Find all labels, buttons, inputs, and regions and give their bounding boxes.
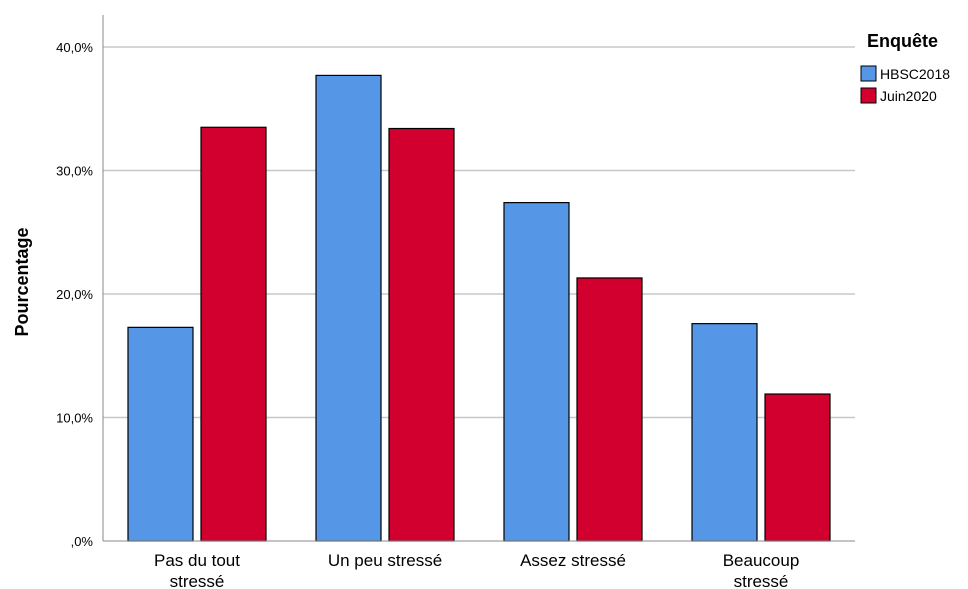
bar-hbsc2018-1 xyxy=(315,74,382,542)
y-axis-label: Pourcentage xyxy=(12,227,32,336)
y-tick-label: 40,0% xyxy=(56,40,93,55)
x-tick-label: Beaucoup xyxy=(723,551,800,570)
legend-swatch-juin2020 xyxy=(860,87,877,104)
x-tick-label: stressé xyxy=(170,572,225,589)
y-tick-labels: ,0% 10,0% 20,0% 30,0% 40,0% xyxy=(56,40,93,549)
legend: Enquête HBSC2018 Juin2020 xyxy=(860,31,950,104)
x-tick-label: Assez stressé xyxy=(520,551,626,570)
y-tick-label: 10,0% xyxy=(56,411,93,426)
bar-juin2020-1 xyxy=(388,127,455,542)
y-tick-label: 30,0% xyxy=(56,164,93,179)
legend-title: Enquête xyxy=(867,31,938,51)
bar-juin2020-0 xyxy=(200,126,267,542)
bars xyxy=(127,74,831,542)
bar-hbsc2018-0 xyxy=(127,326,194,542)
axes xyxy=(102,15,855,542)
y-tick-label: 20,0% xyxy=(56,287,93,302)
x-tick-labels: Pas du tout stressé Un peu stressé Assez st… xyxy=(154,551,799,589)
bar-hbsc2018-2 xyxy=(503,202,570,542)
legend-label: Juin2020 xyxy=(880,88,937,104)
y-tick-label: ,0% xyxy=(71,534,94,549)
bar-juin2020-3 xyxy=(764,393,831,542)
legend-label: HBSC2018 xyxy=(880,66,950,82)
bar-juin2020-2 xyxy=(576,277,643,542)
bar-hbsc2018-3 xyxy=(691,323,758,542)
x-tick-label: Un peu stressé xyxy=(328,551,442,570)
x-tick-label: Pas du tout xyxy=(154,551,240,570)
legend-swatch-hbsc2018 xyxy=(860,65,877,82)
x-tick-label: stressé xyxy=(734,572,789,589)
